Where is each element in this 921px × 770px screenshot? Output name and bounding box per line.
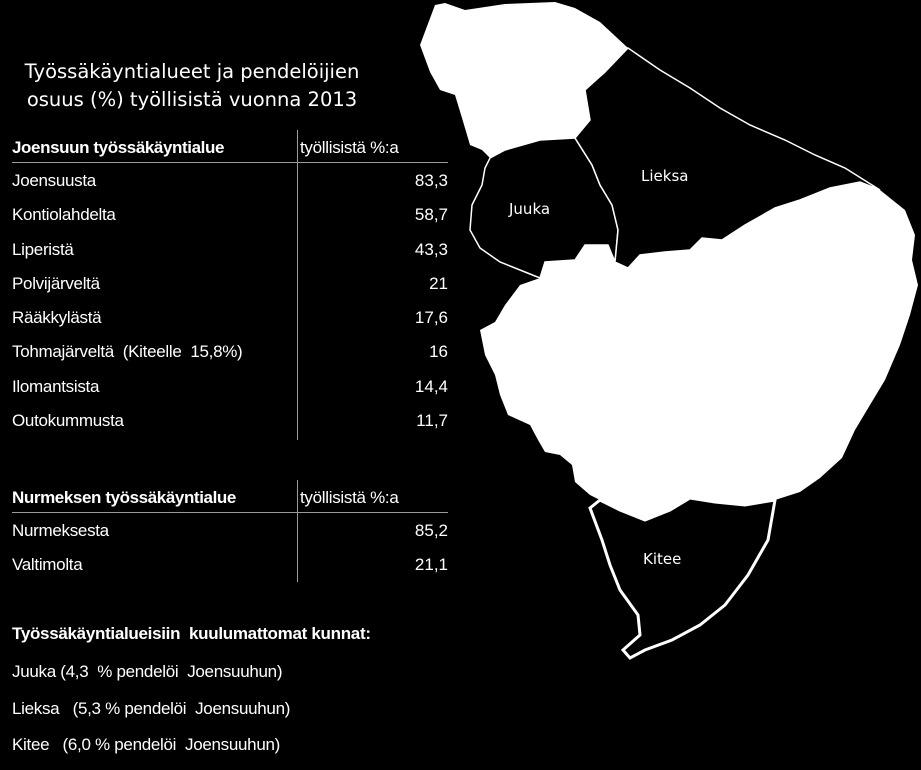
area-header: Joensuun työssäkäyntialue: [12, 138, 225, 157]
area-header: Nurmeksen työssäkäyntialue: [12, 488, 236, 507]
excluded-note-lieksa: Lieksa (5,3 % pendelöi Joensuuhun): [12, 699, 291, 718]
municipality-name: Ilomantsista: [12, 376, 100, 396]
excluded-note-juuka: Juuka (4,3 % pendelöi Joensuuhun): [12, 662, 283, 681]
table-row: Kontiolahdelta 58,7: [12, 197, 448, 231]
municipality-name: Outokummusta: [12, 411, 124, 431]
map-label-lieksa: Lieksa: [641, 167, 688, 185]
table-row: Joensuusta 83,3: [12, 163, 448, 197]
map-area-lieksa: [574, 47, 881, 269]
joensuu-table: Joensuun työssäkäyntialue työllisistä %:…: [12, 130, 448, 440]
percent-value: 16: [429, 342, 448, 362]
map-area-joensuu: [480, 182, 918, 520]
excluded-note-kitee: Kitee (6,0 % pendelöi Joensuuhun): [12, 735, 280, 754]
percent-value: 83,3: [414, 171, 448, 190]
percent-value: 17,6: [414, 308, 448, 328]
nurmes-table: Nurmeksen työssäkäyntialue työllisistä %…: [12, 480, 448, 582]
table-row: Nurmeksesta 85,2: [12, 513, 448, 547]
municipality-name: Polvijärveltä: [12, 273, 100, 293]
municipality-name: Nurmeksesta: [12, 521, 109, 540]
column-header: työllisistä %:a: [300, 488, 399, 507]
table-row: Liperistä 43,3: [12, 232, 448, 266]
column-header: työllisistä %:a: [300, 138, 399, 157]
table-header: Joensuun työssäkäyntialue työllisistä %:…: [12, 130, 448, 163]
percent-value: 21,1: [414, 555, 448, 575]
table-row: Valtimolta 21,1: [12, 547, 448, 581]
excluded-municipalities-title: Työssäkäyntialueisiin kuulumattomat kunn…: [12, 624, 371, 643]
table-row: Tohmajärveltä (Kiteelle 15,8%) 16: [12, 334, 448, 368]
percent-value: 11,7: [416, 411, 448, 431]
percent-value: 43,3: [414, 239, 448, 259]
map-title: Työssäkäyntialueet ja pendelöijien osuus…: [12, 58, 372, 114]
map-label-kitee: Kitee: [643, 550, 681, 568]
percent-value: 85,2: [414, 521, 448, 540]
table-row: Rääkkylästä 17,6: [12, 300, 448, 334]
table-row: Ilomantsista 14,4: [12, 369, 448, 403]
title-line-2: osuus (%) työllisistä vuonna 2013: [26, 88, 358, 111]
percent-value: 21: [429, 273, 448, 293]
title-line-1: Työssäkäyntialueet ja pendelöijien: [24, 60, 360, 83]
map-label-juuka: Juuka: [508, 200, 550, 218]
municipality-name: Joensuusta: [12, 171, 96, 190]
table-row: Outokummusta 11,7: [12, 403, 448, 437]
table-divider: [297, 130, 298, 440]
table-divider: [297, 480, 298, 582]
table-header: Nurmeksen työssäkäyntialue työllisistä %…: [12, 480, 448, 513]
table-row: Polvijärveltä 21: [12, 266, 448, 300]
percent-value: 14,4: [414, 376, 448, 396]
municipality-name: Liperistä: [12, 239, 74, 259]
map-area-kitee: [588, 496, 777, 660]
map-area-nurmes: [420, 2, 628, 158]
percent-value: 58,7: [414, 205, 448, 225]
municipality-name: Rääkkylästä: [12, 308, 102, 328]
municipality-name: Kontiolahdelta: [12, 205, 116, 225]
municipality-name: Valtimolta: [12, 555, 83, 575]
municipality-name: Tohmajärveltä (Kiteelle 15,8%): [12, 342, 243, 362]
